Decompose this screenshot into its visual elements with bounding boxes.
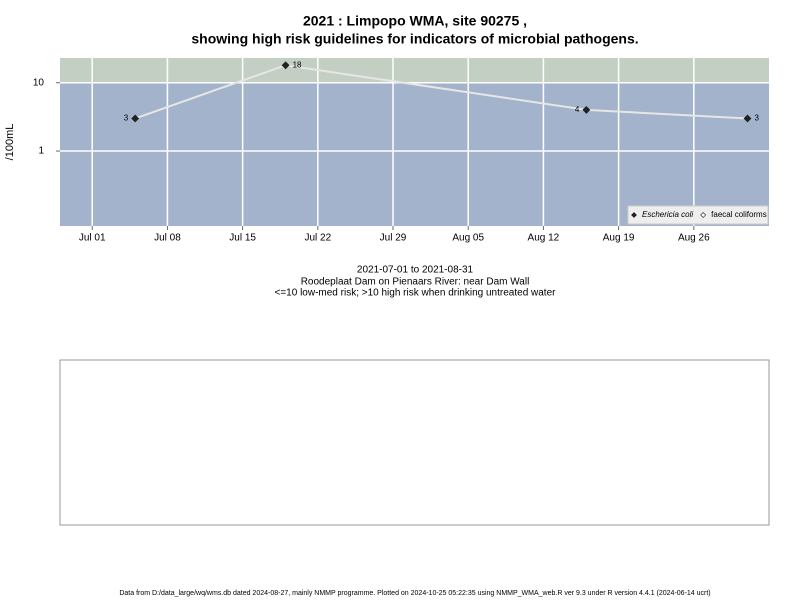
chart-title: showing high risk guidelines for indicat… xyxy=(191,31,638,47)
footer: Data from D:/data_large/wq/wms.db dated … xyxy=(119,590,710,597)
x-tick-label: Aug 05 xyxy=(452,233,484,244)
x-tick-label: Aug 19 xyxy=(603,233,635,244)
low-risk-zone xyxy=(60,82,769,227)
data-label: 3 xyxy=(755,114,760,123)
series-line xyxy=(134,64,748,120)
high-risk-zone xyxy=(60,58,769,83)
legend-marker xyxy=(631,212,637,218)
legend-marker xyxy=(700,212,707,218)
subtitle: <=10 low-med risk; >10 high risk when dr… xyxy=(275,288,557,299)
data-point xyxy=(281,61,290,70)
empty-panel xyxy=(59,359,770,526)
data-label: 4 xyxy=(575,105,580,114)
x-tick-label: Aug 12 xyxy=(528,233,560,244)
chart-title: 2021 : Limpopo WMA, site 90275 , xyxy=(303,13,527,29)
data-point xyxy=(582,105,591,114)
x-tick-label: Aug 26 xyxy=(678,233,710,244)
data-label: 18 xyxy=(293,60,302,69)
x-tick-label: Jul 29 xyxy=(380,233,407,244)
data-point xyxy=(131,114,140,123)
x-tick-label: Jul 08 xyxy=(154,233,181,244)
x-tick-label: Jul 15 xyxy=(229,233,256,244)
y-tick-label: 1 xyxy=(38,146,44,157)
data-label: 3 xyxy=(124,114,129,123)
y-tick-label: 10 xyxy=(33,77,45,88)
data-point xyxy=(743,114,752,123)
x-tick-label: Jul 22 xyxy=(304,233,331,244)
legend: Eschericia coli faecal coliforms xyxy=(627,205,769,225)
legend-label: Eschericia coli xyxy=(642,210,693,219)
legend-label: faecal coliforms xyxy=(711,210,767,219)
subtitle: Roodeplaat Dam on Pienaars River: near D… xyxy=(301,277,530,288)
x-tick-label: Jul 01 xyxy=(79,233,106,244)
subtitle: 2021-07-01 to 2021-08-31 xyxy=(357,265,474,276)
y-axis-label: /100mL xyxy=(4,124,16,161)
legend-box xyxy=(627,205,769,225)
